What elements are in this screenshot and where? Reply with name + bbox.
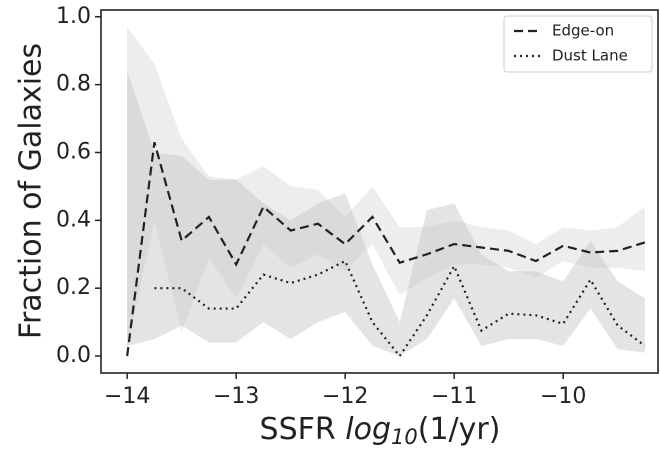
- confidence-band: [563, 227, 591, 268]
- x-tick-label: −12: [322, 384, 368, 409]
- x-tick-label: −11: [431, 384, 477, 409]
- data-line: [126, 142, 646, 357]
- confidence-band: [399, 227, 427, 295]
- confidence-band: [454, 203, 482, 346]
- confidence-band: [208, 176, 237, 299]
- confidence-band: [481, 227, 509, 268]
- confidence-band: [127, 71, 155, 346]
- x-tick-label: −14: [104, 384, 150, 409]
- confidence-band: [399, 210, 427, 357]
- confidence-band: [426, 203, 455, 340]
- confidence-band: [454, 220, 482, 265]
- confidence-band: [535, 271, 564, 346]
- confidence-band: [127, 26, 155, 350]
- confidence-band: [508, 271, 536, 340]
- confidence-band: [154, 152, 182, 340]
- confidence-band: [290, 203, 318, 340]
- confidence-band: [372, 264, 400, 357]
- confidence-band: [317, 189, 346, 272]
- confidence-band: [236, 179, 264, 343]
- x-tick-label: −13: [213, 384, 259, 409]
- confidence-band: [563, 240, 591, 346]
- y-tick-label: 0.6: [56, 139, 91, 164]
- legend-label: Dust Lane: [552, 47, 628, 65]
- y-axis-label: Fraction of Galaxies: [14, 43, 49, 339]
- y-tick-label: 1.0: [56, 4, 91, 29]
- x-axis-label: SSFR log10(1/yr): [260, 412, 501, 450]
- x-tick-label: −10: [540, 384, 586, 409]
- y-tick-label: 0.0: [56, 343, 91, 368]
- confidence-band: [154, 64, 182, 333]
- confidence-band: [617, 206, 645, 272]
- confidence-band: [590, 240, 618, 350]
- plot-frame: [100, 9, 659, 374]
- y-tick-label: 0.8: [56, 72, 91, 97]
- confidence-band: [236, 166, 264, 299]
- legend-box: [503, 15, 653, 73]
- y-tick-label: 0.2: [56, 275, 91, 300]
- confidence-band: [263, 203, 291, 340]
- confidence-band: [181, 138, 209, 333]
- y-tick-label: 0.4: [56, 207, 91, 232]
- legend-label: Edge-on: [552, 22, 614, 40]
- confidence-band: [317, 193, 346, 323]
- confidence-band: [345, 186, 373, 272]
- confidence-band: [508, 230, 536, 279]
- confidence-band: [181, 155, 209, 343]
- confidence-band: [590, 227, 618, 268]
- confidence-band: [481, 254, 509, 346]
- confidence-band: [263, 166, 291, 268]
- confidence-band: [208, 179, 237, 343]
- confidence-band: [617, 281, 645, 353]
